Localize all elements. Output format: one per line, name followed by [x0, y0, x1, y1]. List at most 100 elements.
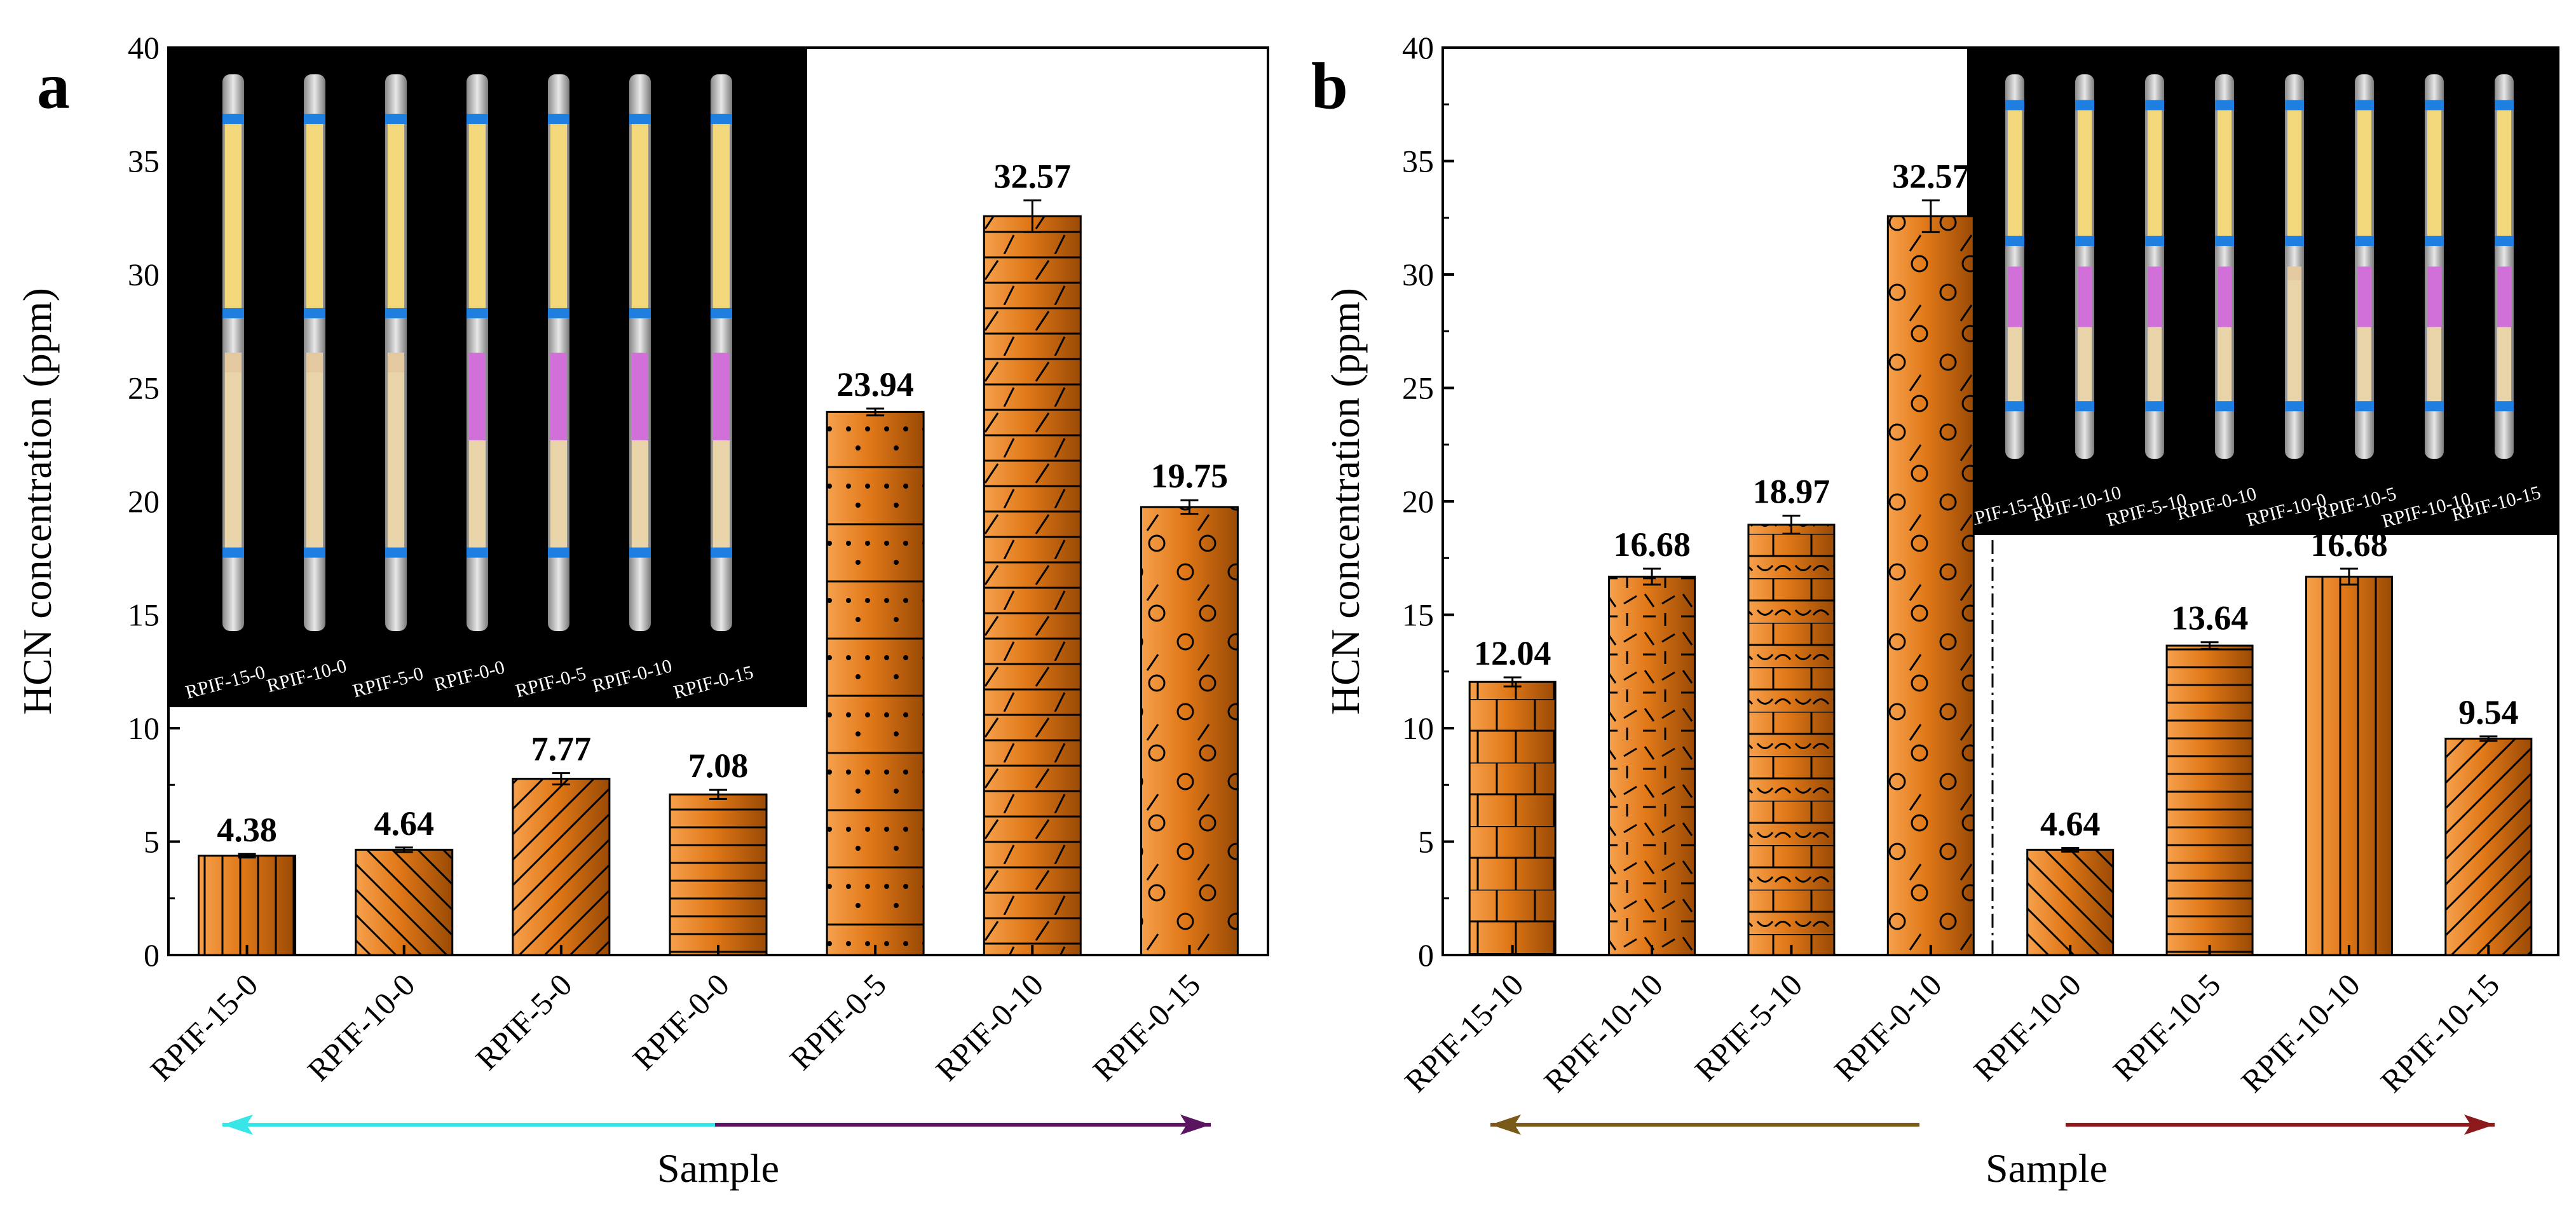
tube-unreacted-zone	[2078, 327, 2092, 402]
tube-unreacted-zone	[2148, 327, 2162, 402]
y-tick-label: 25	[128, 370, 160, 406]
tube-yellow-zone	[2497, 105, 2511, 236]
y-tick-label: 0	[1418, 937, 1434, 973]
bar-pattern	[2445, 738, 2532, 955]
tube-blue-band	[2355, 401, 2374, 412]
value-label: 23.94	[836, 365, 914, 403]
tube-blue-band	[385, 114, 407, 125]
tube-blue-band	[2005, 401, 2024, 412]
tube-blue-band	[2075, 100, 2094, 111]
y-tick-label: 40	[1402, 30, 1434, 65]
tube-blue-band	[548, 114, 569, 125]
value-label: 13.64	[2171, 599, 2249, 637]
y-tick-label: 0	[144, 937, 160, 973]
tube-yellow-zone	[225, 119, 242, 308]
inset-background	[170, 49, 807, 707]
bar-pattern	[512, 778, 610, 955]
tube-reacted-zone	[713, 353, 730, 440]
tube-reacted-zone	[632, 353, 648, 440]
y-tick-label: 10	[1402, 710, 1434, 746]
bar-pattern	[827, 412, 924, 955]
category-label: RPIF-10-0	[301, 966, 422, 1088]
tube-reacted-zone	[225, 353, 242, 372]
panel-letter: b	[1311, 50, 1348, 123]
tube-blue-band	[2355, 100, 2374, 111]
y-tick-label: 5	[144, 824, 160, 860]
arrow-head	[2464, 1115, 2495, 1135]
tube-blue-band	[2425, 401, 2444, 412]
value-label: 4.64	[374, 804, 434, 843]
tube-blue-band	[467, 547, 488, 558]
tube-blue-band	[222, 547, 244, 558]
tube-reacted-zone	[2078, 266, 2092, 327]
x-axis-title: Sample	[1986, 1146, 2108, 1191]
tube-blue-band	[2145, 236, 2164, 247]
tube-yellow-zone	[2218, 105, 2232, 236]
value-label: 16.68	[2310, 525, 2388, 564]
indicator-tube: RPIF-0-15	[671, 74, 756, 703]
tube-blue-band	[548, 547, 569, 558]
tube-blue-band	[2425, 236, 2444, 247]
tube-unreacted-zone	[306, 372, 323, 548]
tube-blue-band	[711, 308, 732, 318]
tube-unreacted-zone	[225, 372, 242, 548]
value-label: 32.57	[994, 157, 1072, 195]
bar-pattern	[670, 794, 767, 955]
tube-unreacted-zone	[2287, 280, 2301, 402]
tube-blue-band	[2495, 100, 2514, 111]
tube-blue-band	[2285, 401, 2304, 412]
inset-photo: RPIF-15-10RPIF-10-10RPIF-5-10RPIF-0-10RP…	[1960, 49, 2557, 535]
y-axis-title: HCN concentration (ppm)	[1323, 288, 1368, 715]
tube-yellow-zone	[2357, 105, 2371, 236]
value-label: 9.54	[2458, 693, 2519, 731]
tube-blue-band	[2425, 100, 2444, 111]
tube-unreacted-zone	[632, 440, 648, 548]
tube-reacted-zone	[2148, 266, 2162, 327]
tube-blue-band	[2355, 236, 2374, 247]
value-label: 19.75	[1151, 457, 1229, 495]
tube-reacted-zone	[550, 353, 567, 440]
tube-blue-band	[2145, 100, 2164, 111]
category-label: RPIF-10-5	[2106, 966, 2227, 1088]
tube-unreacted-zone	[2357, 327, 2371, 402]
tube-reacted-zone	[2427, 266, 2441, 327]
bar-pattern	[1141, 506, 1238, 955]
y-tick-label: 5	[1418, 824, 1434, 860]
tube-blue-band	[2215, 401, 2234, 412]
panel-b: 0 5 10 15 20 25 30 35 40 HCN concentration (ppm) R…	[1311, 30, 2559, 1191]
tube-reacted-zone	[388, 353, 404, 372]
tube-blue-band	[2005, 100, 2024, 111]
tube-blue-band	[2285, 100, 2304, 111]
tube-reacted-zone	[469, 353, 486, 440]
value-label: 32.57	[1892, 157, 1970, 195]
tube-blue-band	[711, 547, 732, 558]
tube-blue-band	[304, 547, 325, 558]
tube-blue-band	[2145, 401, 2164, 412]
value-label: 7.77	[531, 730, 592, 768]
tube-yellow-zone	[388, 119, 404, 308]
bar-pattern	[1609, 576, 1695, 955]
tube-blue-band	[629, 114, 651, 125]
tube-blue-band	[304, 114, 325, 125]
arrow-head	[1180, 1115, 1211, 1135]
tube-yellow-zone	[2008, 105, 2022, 236]
category-label: RPIF-10-0	[1966, 966, 2088, 1088]
tube-blue-band	[222, 114, 244, 125]
tube-blue-band	[2005, 236, 2024, 247]
tube-yellow-zone	[2078, 105, 2092, 236]
bar-pattern	[198, 855, 296, 955]
value-label: 16.68	[1613, 525, 1691, 564]
bar-pattern	[2027, 850, 2113, 955]
bar-pattern	[355, 850, 453, 955]
tube-reacted-zone	[306, 353, 323, 372]
value-label: 18.97	[1753, 472, 1830, 510]
category-label: RPIF-0-15	[1086, 966, 1207, 1088]
tube-yellow-zone	[2287, 105, 2301, 236]
category-label: RPIF-0-0	[626, 966, 736, 1076]
panel-letter: a	[37, 50, 70, 123]
value-label: 12.04	[1474, 634, 1551, 672]
category-label: RPIF-15-10	[1398, 966, 1530, 1099]
tube-blue-band	[385, 547, 407, 558]
